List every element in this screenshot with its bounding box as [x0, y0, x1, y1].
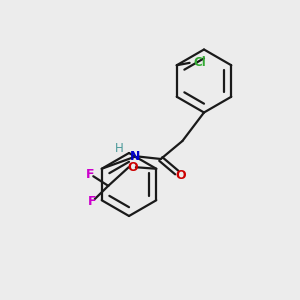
Text: F: F	[88, 195, 96, 208]
Text: N: N	[130, 150, 140, 163]
Text: O: O	[175, 169, 186, 182]
Text: F: F	[86, 168, 94, 181]
Text: H: H	[115, 142, 124, 155]
Text: Cl: Cl	[193, 56, 206, 69]
Text: O: O	[127, 161, 138, 174]
